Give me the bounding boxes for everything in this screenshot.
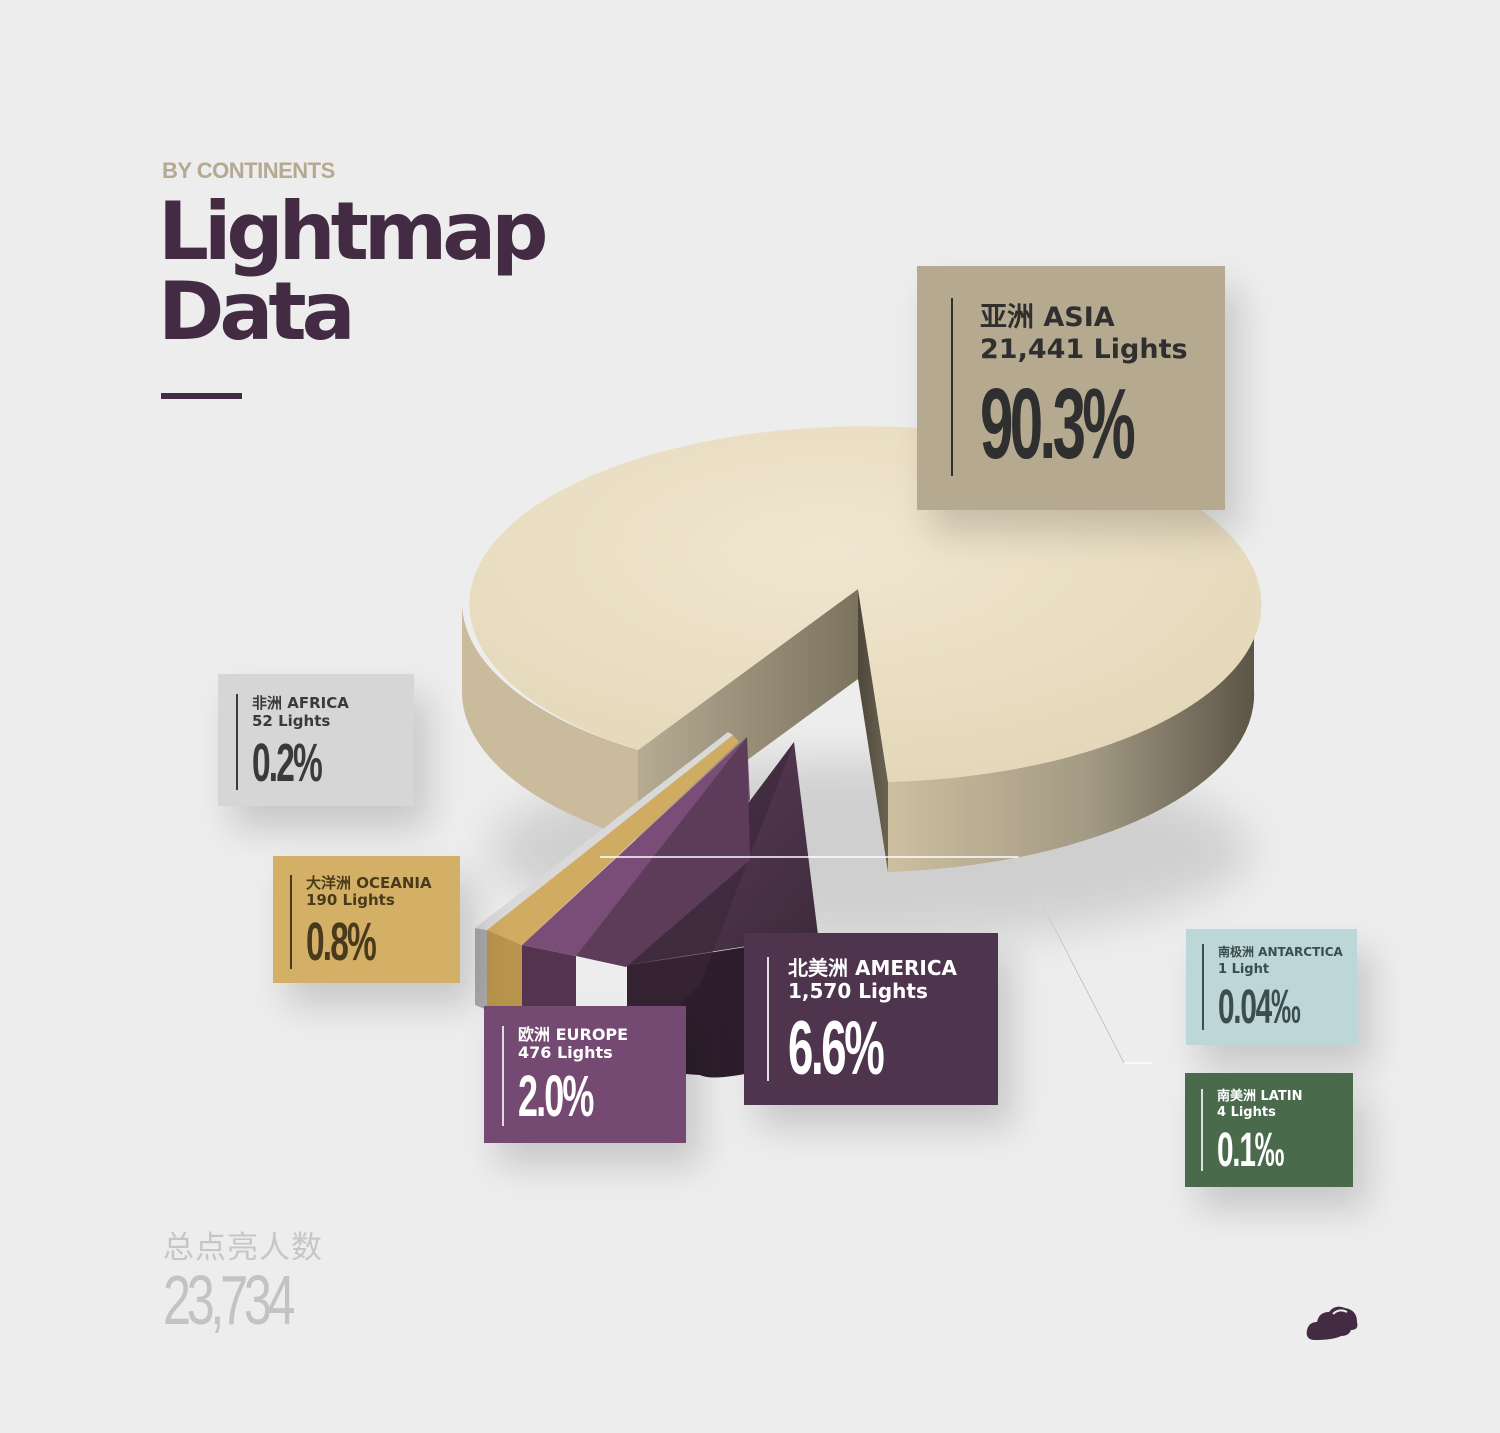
america-percent: 6.6% (788, 1006, 885, 1091)
antarctica-percent: 0.04‰ (1218, 981, 1301, 1034)
asia-count: 21,441 Lights (980, 334, 1188, 365)
latin-label: 南美洲 LATIN (1217, 1089, 1303, 1104)
card-africa: 非洲 AFRICA 52 Lights 0.2% (218, 674, 414, 806)
africa-count: 52 Lights (252, 712, 331, 730)
card-asia: 亚洲 ASIA 21,441 Lights 90.3% (917, 266, 1225, 510)
latin-percent: 0.1‰ (1217, 1124, 1284, 1177)
europe-label: 欧洲 EUROPE (518, 1025, 629, 1044)
asia-label: 亚洲 ASIA (980, 302, 1115, 333)
latin-count: 4 Lights (1217, 1105, 1276, 1120)
card-america: 北美洲 AMERICA 1,570 Lights 6.6% (744, 933, 998, 1105)
pie-slice-africa (475, 732, 733, 1010)
africa-percent: 0.2% (252, 733, 323, 793)
card-latin: 南美洲 LATIN 4 Lights 0.1‰ (1185, 1073, 1353, 1187)
antarctica-count: 1 Light (1218, 962, 1270, 977)
card-oceania: 大洋洲 OCEANIA 190 Lights 0.8% (273, 856, 460, 983)
title-divider (161, 393, 242, 399)
total-value: 23,734 (163, 1261, 296, 1339)
antarctica-label: 南极洲 ANTARCTICA (1218, 945, 1343, 959)
asia-percent: 90.3% (980, 368, 1136, 480)
oceania-percent: 0.8% (306, 912, 377, 972)
europe-count: 476 Lights (518, 1043, 613, 1062)
pie-slice-asia (461, 426, 1262, 872)
pie-slice-oceania (487, 735, 739, 1030)
total-label: 总点亮人数 (163, 1230, 323, 1266)
oceania-count: 190 Lights (306, 891, 395, 909)
america-label: 北美洲 AMERICA (788, 956, 958, 980)
card-antarctica: 南极洲 ANTARCTICA 1 Light 0.04‰ (1186, 929, 1357, 1045)
chart-subtitle: BY CONTINENTS (162, 158, 335, 183)
title-line-2: Data (158, 265, 356, 358)
title-line-1: Lightmap (158, 185, 548, 278)
oceania-label: 大洋洲 OCEANIA (306, 874, 432, 892)
chart-title: Lightmap Data (158, 185, 548, 358)
america-count: 1,570 Lights (788, 979, 928, 1003)
cloud-icon (1306, 1306, 1358, 1340)
europe-percent: 2.0% (518, 1064, 594, 1129)
card-europe: 欧洲 EUROPE 476 Lights 2.0% (484, 1006, 686, 1143)
leader-line (600, 856, 1152, 1064)
africa-label: 非洲 AFRICA (252, 694, 349, 712)
